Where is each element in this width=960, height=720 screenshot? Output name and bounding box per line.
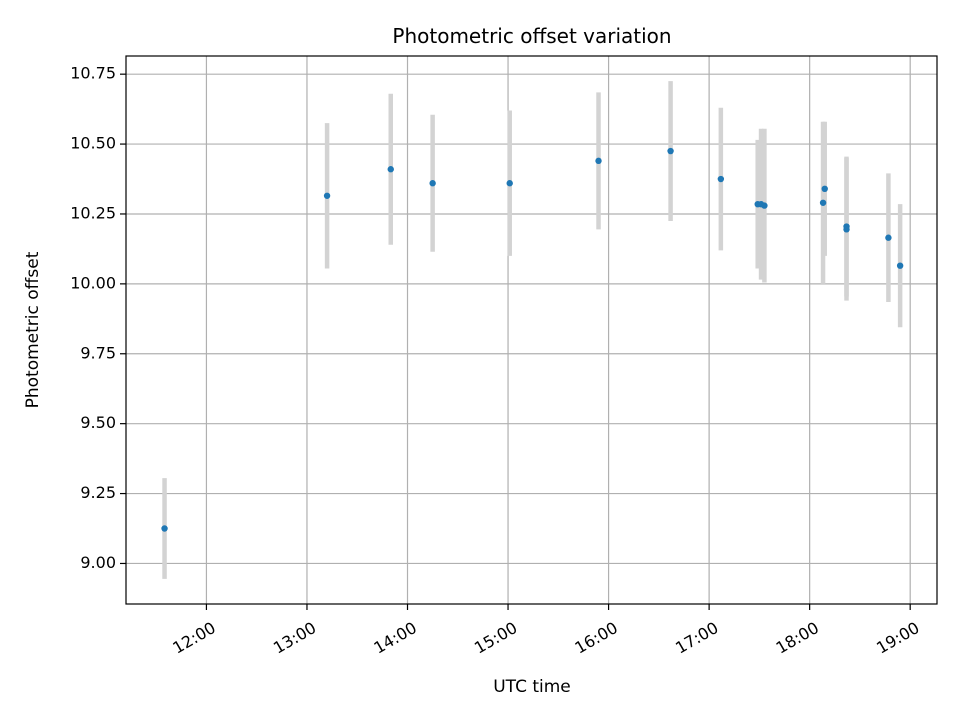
data-point (819, 199, 827, 206)
data-point (843, 223, 850, 230)
y-axis-ticks: 9.00 9.25 9.50 9.75 10.00 10.25 10.50 10.75 (70, 64, 126, 572)
data-points (161, 147, 904, 532)
data-point (821, 185, 828, 193)
data-point (667, 147, 674, 155)
chart-title: Photometric offset variation (392, 24, 671, 48)
y-tick-label: 9.00 (80, 553, 116, 572)
y-tick-label: 9.50 (80, 413, 116, 432)
y-tick-label: 10.50 (70, 134, 116, 153)
y-tick-label: 10.75 (70, 64, 116, 83)
y-axis-label: Photometric offset (23, 251, 43, 408)
data-point (885, 234, 892, 241)
x-axis-label: UTC time (493, 677, 571, 697)
data-point (387, 166, 394, 173)
data-point (506, 180, 513, 187)
grid-lines (126, 56, 937, 604)
data-point (161, 525, 168, 532)
y-tick-label: 10.25 (70, 203, 116, 222)
y-tick-label: 9.25 (80, 483, 116, 502)
plot-frame (125, 55, 938, 605)
data-point (896, 262, 904, 269)
data-point (429, 180, 436, 187)
data-point (761, 202, 768, 209)
y-tick-label: 9.75 (80, 343, 116, 362)
data-point (323, 192, 331, 199)
data-point (595, 157, 602, 165)
data-point (717, 175, 725, 183)
y-tick-label: 10.00 (70, 273, 116, 292)
